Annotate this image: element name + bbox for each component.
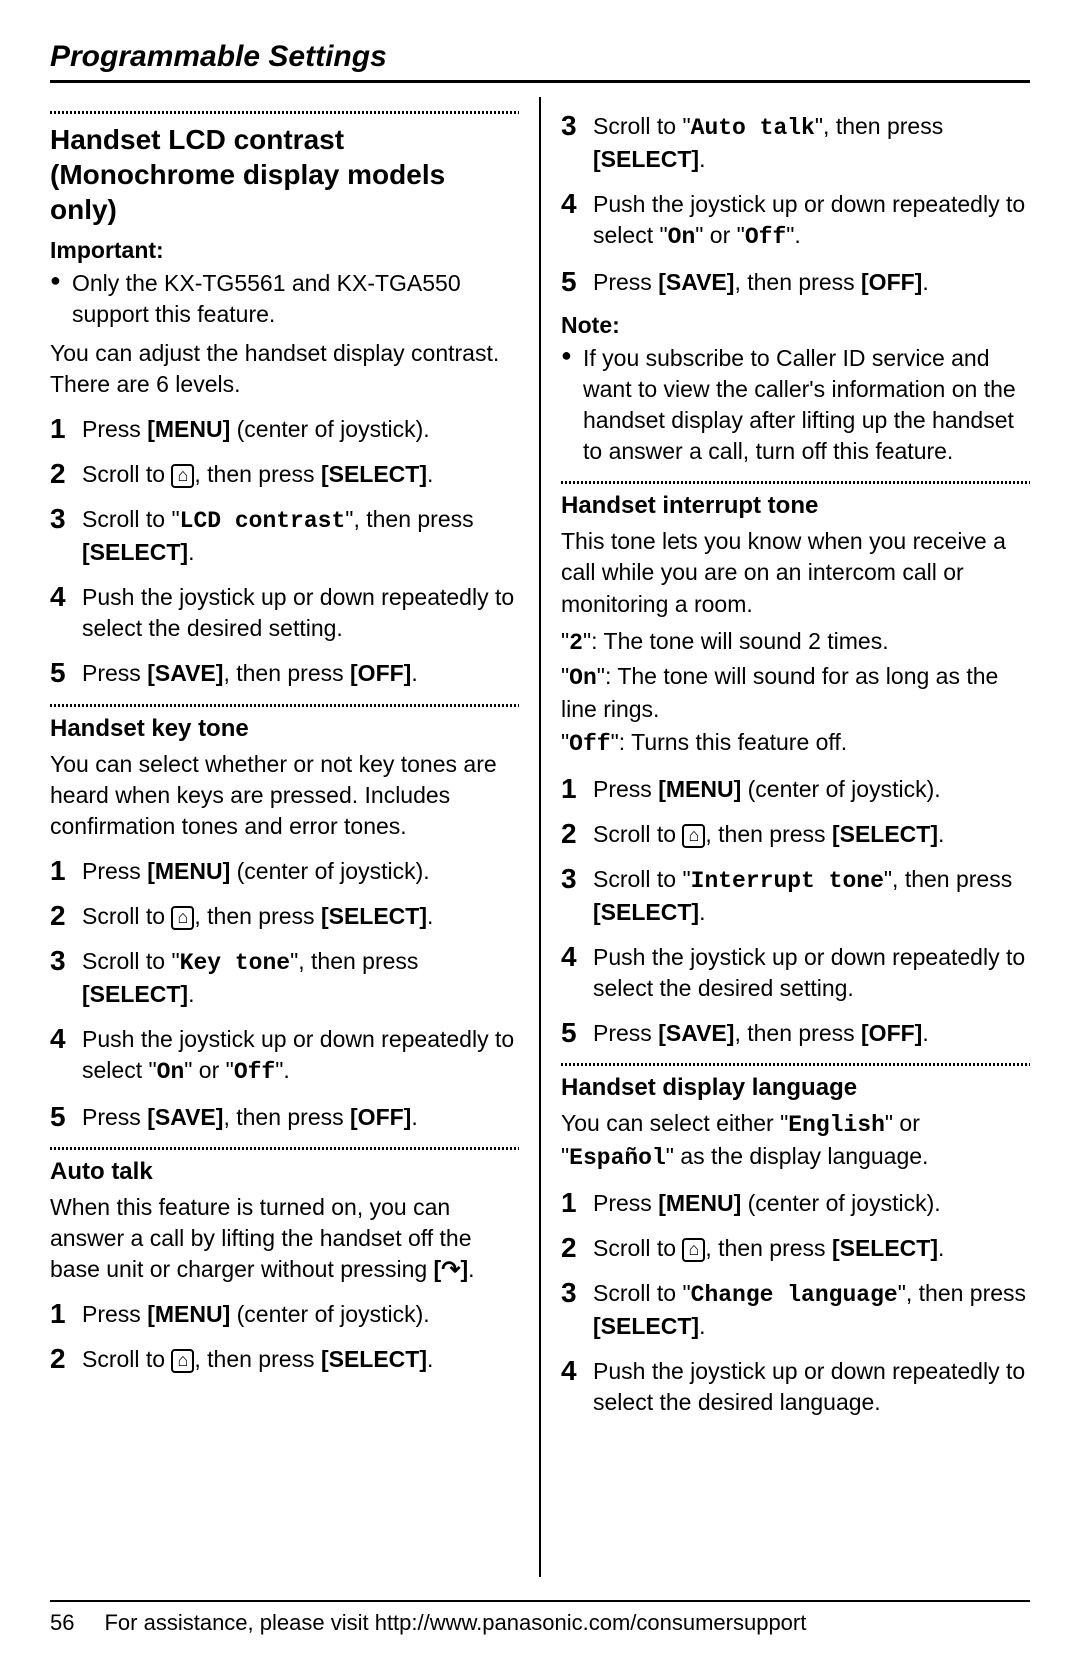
important-bullet: Only the KX-TG5561 and KX-TGA550 support… (50, 268, 519, 330)
interrupt-intro: This tone lets you know when you receive… (561, 526, 1030, 619)
note-list: If you subscribe to Caller ID service an… (561, 343, 1030, 467)
interrupt-option: "On": The tone will sound for as long as… (561, 661, 1030, 725)
section-divider (50, 111, 519, 114)
settings-icon: ⌂ (682, 1238, 705, 1262)
section-divider (50, 704, 519, 707)
step: Scroll to "Interrupt tone", then press [… (561, 864, 1030, 928)
step: Push the joystick up or down repeatedly … (561, 189, 1030, 253)
note-bullet: If you subscribe to Caller ID service an… (561, 343, 1030, 467)
manual-page: Programmable Settings Handset LCD contra… (0, 0, 1080, 1666)
section-title-language: Handset display language (561, 1074, 1030, 1102)
settings-icon: ⌂ (682, 824, 705, 848)
important-label: Important: (50, 237, 519, 264)
step: Press [SAVE], then press [OFF]. (561, 267, 1030, 298)
step: Push the joystick up or down repeatedly … (561, 1356, 1030, 1418)
section-title-keytone: Handset key tone (50, 715, 519, 743)
step: Scroll to "Auto talk", then press [SELEC… (561, 111, 1030, 175)
step: Scroll to "Change language", then press … (561, 1278, 1030, 1342)
autotalk-steps-right: Scroll to "Auto talk", then press [SELEC… (561, 111, 1030, 298)
section-title-autotalk: Auto talk (50, 1158, 519, 1186)
step: Press [MENU] (center of joystick). (561, 774, 1030, 805)
autotalk-steps-left: Press [MENU] (center of joystick). Scrol… (50, 1299, 519, 1375)
interrupt-option: "2": The tone will sound 2 times. (561, 626, 1030, 659)
step: Scroll to ⌂, then press [SELECT]. (50, 1344, 519, 1375)
step: Push the joystick up or down repeatedly … (50, 582, 519, 644)
interrupt-option: "Off": Turns this feature off. (561, 727, 1030, 760)
left-column: Handset LCD contrast (Monochrome display… (50, 97, 519, 1577)
keytone-intro: You can select whether or not key tones … (50, 749, 519, 842)
talk-icon: ↷ (441, 1256, 460, 1282)
page-footer: 56 For assistance, please visit http://w… (50, 1600, 1030, 1636)
autotalk-intro: When this feature is turned on, you can … (50, 1192, 519, 1285)
step: Press [MENU] (center of joystick). (50, 1299, 519, 1330)
section-divider (561, 481, 1030, 484)
two-column-layout: Handset LCD contrast (Monochrome display… (50, 97, 1030, 1577)
page-number: 56 (50, 1610, 74, 1636)
step: Scroll to ⌂, then press [SELECT]. (50, 901, 519, 932)
settings-icon: ⌂ (171, 464, 194, 488)
step: Push the joystick up or down repeatedly … (561, 942, 1030, 1004)
footer-text: For assistance, please visit http://www.… (104, 1610, 806, 1636)
step: Push the joystick up or down repeatedly … (50, 1024, 519, 1088)
section-title-interrupt: Handset interrupt tone (561, 492, 1030, 520)
lcd-steps: Press [MENU] (center of joystick). Scrol… (50, 414, 519, 689)
section-title-lcd: Handset LCD contrast (Monochrome display… (50, 122, 519, 227)
step: Press [SAVE], then press [OFF]. (50, 1102, 519, 1133)
language-steps: Press [MENU] (center of joystick). Scrol… (561, 1188, 1030, 1418)
step: Press [SAVE], then press [OFF]. (50, 658, 519, 689)
step: Scroll to ⌂, then press [SELECT]. (561, 1233, 1030, 1264)
right-column: Scroll to "Auto talk", then press [SELEC… (561, 97, 1030, 1577)
important-list: Only the KX-TG5561 and KX-TGA550 support… (50, 268, 519, 330)
step: Scroll to "LCD contrast", then press [SE… (50, 504, 519, 568)
step: Scroll to "Key tone", then press [SELECT… (50, 946, 519, 1010)
settings-icon: ⌂ (171, 1349, 194, 1373)
step: Scroll to ⌂, then press [SELECT]. (50, 459, 519, 490)
step: Press [SAVE], then press [OFF]. (561, 1018, 1030, 1049)
step: Scroll to ⌂, then press [SELECT]. (561, 819, 1030, 850)
step: Press [MENU] (center of joystick). (50, 856, 519, 887)
section-divider (50, 1147, 519, 1150)
language-intro: You can select either "English" or "Espa… (561, 1108, 1030, 1174)
page-header: Programmable Settings (50, 40, 1030, 83)
column-divider (539, 97, 541, 1577)
settings-icon: ⌂ (171, 906, 194, 930)
section-divider (561, 1063, 1030, 1066)
interrupt-steps: Press [MENU] (center of joystick). Scrol… (561, 774, 1030, 1049)
lcd-intro: You can adjust the handset display contr… (50, 338, 519, 400)
step: Press [MENU] (center of joystick). (50, 414, 519, 445)
step: Press [MENU] (center of joystick). (561, 1188, 1030, 1219)
keytone-steps: Press [MENU] (center of joystick). Scrol… (50, 856, 519, 1133)
note-label: Note: (561, 312, 1030, 339)
